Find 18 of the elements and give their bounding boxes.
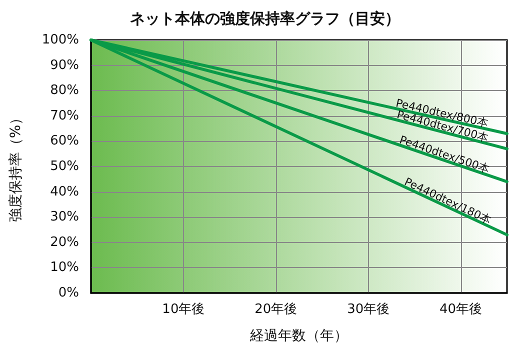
y-axis-title: 強度保持率（%） — [8, 110, 24, 222]
x-tick-label: 30年後 — [347, 302, 390, 317]
y-tick-label: 100% — [42, 32, 79, 48]
x-tick-label: 20年後 — [254, 302, 298, 317]
y-tick-label: 20% — [50, 234, 79, 250]
x-tick-label: 40年後 — [440, 302, 482, 317]
y-tick-label: 10% — [50, 260, 79, 276]
y-tick-label: 30% — [50, 210, 79, 225]
x-axis-title: 経過年数（年） — [249, 328, 348, 344]
y-tick-label: 70% — [50, 108, 79, 124]
x-tick-label: 10年後 — [162, 302, 205, 317]
y-tick-label: 90% — [50, 58, 79, 73]
y-tick-label: 50% — [50, 159, 79, 174]
y-tick-label: 0% — [58, 286, 79, 300]
y-tick-label: 60% — [50, 134, 79, 149]
y-tick-label: 80% — [50, 83, 79, 98]
chart-title: ネット本体の強度保持率グラフ（目安） — [130, 10, 400, 28]
y-tick-label: 40% — [50, 184, 79, 200]
